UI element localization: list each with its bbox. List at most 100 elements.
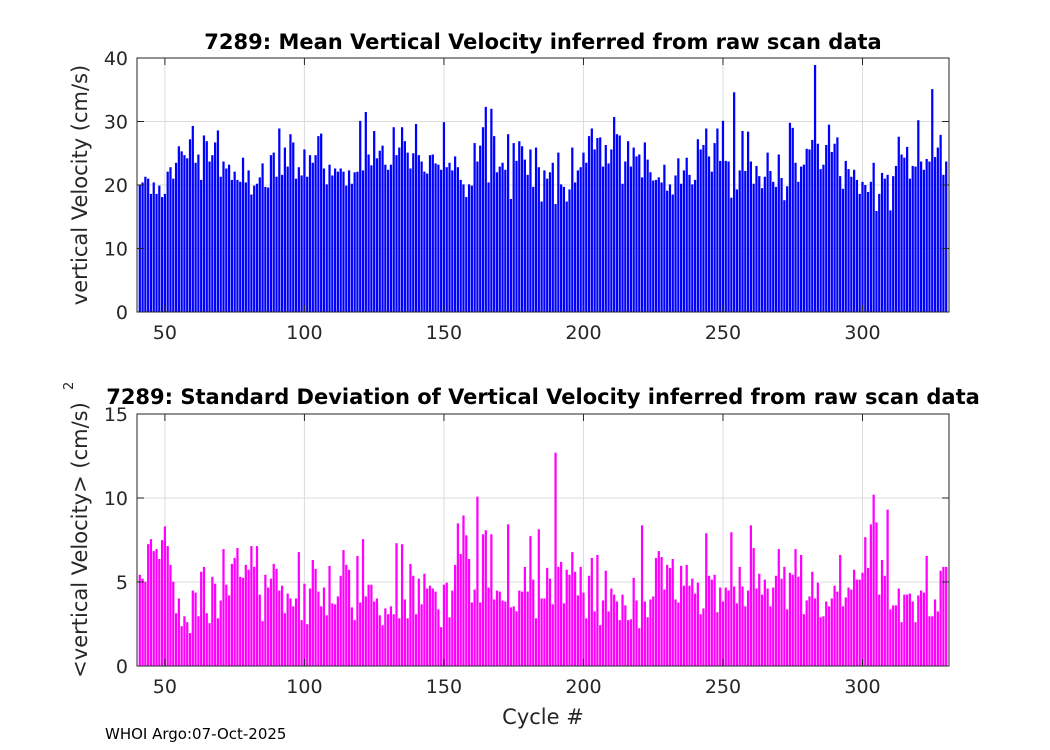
bar bbox=[465, 197, 468, 312]
bar bbox=[155, 193, 158, 312]
bar bbox=[735, 189, 739, 312]
bar bbox=[342, 550, 345, 666]
bar bbox=[406, 618, 409, 666]
bar bbox=[440, 627, 443, 666]
bar bbox=[889, 210, 892, 312]
bar bbox=[253, 185, 256, 312]
bar bbox=[766, 152, 769, 312]
bar bbox=[356, 171, 359, 312]
bar bbox=[512, 606, 515, 666]
bar bbox=[610, 149, 613, 312]
bar bbox=[850, 176, 853, 312]
bar bbox=[674, 599, 677, 666]
bar bbox=[833, 143, 836, 312]
bar bbox=[903, 594, 906, 666]
bar bbox=[691, 184, 694, 312]
bar bbox=[855, 579, 859, 666]
bar bbox=[777, 549, 780, 666]
bar bbox=[490, 534, 493, 666]
bar bbox=[395, 543, 398, 666]
bar bbox=[797, 576, 800, 666]
bar bbox=[470, 602, 473, 666]
bar bbox=[297, 552, 300, 666]
bar bbox=[292, 606, 295, 666]
bar bbox=[936, 611, 939, 666]
bar bbox=[945, 566, 948, 666]
bar bbox=[328, 164, 331, 312]
bar bbox=[456, 167, 460, 312]
bar bbox=[423, 171, 426, 312]
bar bbox=[705, 533, 708, 666]
bar bbox=[241, 157, 245, 312]
bar bbox=[590, 557, 593, 666]
bar bbox=[897, 136, 900, 312]
bar bbox=[384, 164, 387, 312]
bar bbox=[308, 588, 312, 666]
bar bbox=[451, 590, 454, 666]
bar bbox=[540, 201, 543, 312]
bar bbox=[730, 197, 733, 312]
bar bbox=[515, 611, 518, 666]
bar bbox=[794, 162, 797, 312]
bar bbox=[872, 494, 875, 666]
bar bbox=[593, 611, 596, 666]
bar bbox=[866, 567, 870, 666]
bar bbox=[459, 179, 462, 312]
bar bbox=[473, 589, 476, 666]
bar bbox=[356, 555, 359, 666]
bar bbox=[607, 163, 610, 312]
bar bbox=[317, 591, 320, 666]
bar bbox=[710, 171, 713, 312]
bar bbox=[939, 570, 942, 666]
bar bbox=[442, 584, 446, 666]
bar bbox=[208, 161, 211, 312]
bar bbox=[314, 155, 317, 312]
bar bbox=[367, 584, 370, 666]
bar bbox=[479, 602, 482, 666]
y-tick-label: 40 bbox=[104, 48, 128, 70]
bar bbox=[138, 574, 141, 666]
bar bbox=[604, 144, 607, 312]
bar bbox=[886, 509, 889, 666]
bar bbox=[643, 142, 646, 312]
bar bbox=[546, 567, 549, 666]
bar bbox=[520, 591, 524, 666]
bar bbox=[216, 618, 220, 666]
bar bbox=[878, 193, 881, 312]
bar bbox=[336, 171, 340, 312]
bar bbox=[236, 548, 239, 666]
bar bbox=[244, 182, 247, 312]
bar bbox=[942, 174, 945, 312]
bar bbox=[925, 555, 928, 666]
y-axis-label-superscript: 2 bbox=[62, 382, 77, 390]
bar bbox=[364, 111, 367, 312]
bar bbox=[303, 149, 306, 312]
bar bbox=[392, 127, 395, 312]
bar bbox=[847, 587, 850, 666]
bar bbox=[869, 524, 872, 666]
bar bbox=[453, 564, 457, 666]
bar bbox=[493, 136, 496, 312]
bar bbox=[141, 578, 144, 666]
bar bbox=[691, 578, 694, 666]
bar bbox=[406, 152, 409, 312]
x-tick-label: 150 bbox=[426, 322, 462, 344]
bar bbox=[769, 606, 772, 666]
bar bbox=[738, 170, 741, 312]
bar bbox=[325, 184, 328, 312]
bar bbox=[554, 204, 557, 312]
bar bbox=[384, 608, 387, 666]
bar bbox=[652, 596, 655, 666]
bar bbox=[144, 581, 147, 666]
bar bbox=[702, 144, 705, 312]
bar bbox=[883, 575, 886, 666]
bar bbox=[551, 162, 554, 312]
bar bbox=[345, 185, 348, 312]
bar bbox=[858, 579, 861, 666]
bar bbox=[529, 149, 532, 312]
bar bbox=[194, 592, 197, 666]
bar bbox=[412, 153, 415, 312]
y-tick-label: 15 bbox=[104, 404, 128, 426]
bar bbox=[381, 145, 384, 312]
bar bbox=[211, 155, 214, 312]
